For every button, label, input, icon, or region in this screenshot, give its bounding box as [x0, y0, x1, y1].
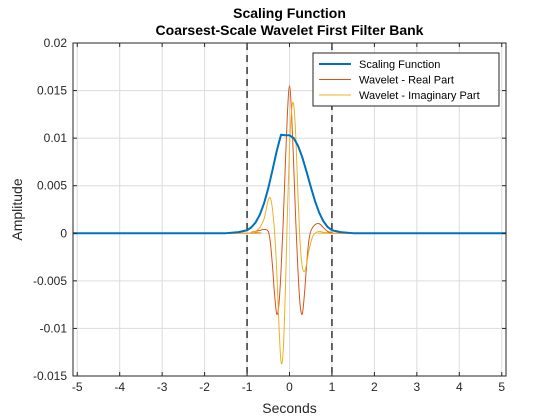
series-lines [72, 85, 507, 365]
series-line-scaling-function [72, 133, 507, 235]
y-tick-label: 0.015 [37, 84, 67, 98]
y-tick-label: -0.01 [40, 321, 68, 335]
y-tick-label: -0.005 [33, 274, 67, 288]
x-tick-label: 3 [414, 380, 421, 394]
y-tick-label: 0 [60, 226, 67, 240]
x-tick-label: -1 [242, 380, 253, 394]
series-line-wavelet-imaginary-part [72, 101, 507, 365]
legend-label-wavelet-imaginary-part: Wavelet - Imaginary Part [359, 90, 480, 102]
vertical-reference-lines [246, 43, 333, 376]
x-tick-label: -2 [199, 380, 210, 394]
chart-title: Scaling Function [233, 5, 346, 21]
x-tick-label: 0 [286, 380, 293, 394]
chart-subtitle: Coarsest-Scale Wavelet First Filter Bank [156, 22, 424, 38]
legend-label-scaling-function: Scaling Function [359, 59, 440, 71]
y-tick-label: 0.005 [37, 179, 67, 193]
x-tick-label: -5 [72, 380, 83, 394]
y-tick-label: 0.01 [44, 131, 68, 145]
series-line-wavelet-real-part [72, 85, 507, 315]
y-tick-label: 0.02 [44, 36, 68, 50]
x-tick-label: 4 [456, 380, 463, 394]
x-tick-label: 5 [498, 380, 505, 394]
x-tick-label: 1 [329, 380, 336, 394]
x-axis-label: Seconds [262, 400, 316, 416]
legend: Scaling Function Wavelet - Real Part Wavel… [312, 52, 500, 107]
x-tick-label: 2 [371, 380, 378, 394]
y-axis-label: Amplitude [9, 178, 25, 240]
x-tick-label: -3 [157, 380, 168, 394]
legend-label-wavelet-real-part: Wavelet - Real Part [359, 75, 454, 87]
x-tick-label: -4 [114, 380, 125, 394]
y-tick-label: -0.015 [33, 369, 67, 383]
axis-ticks: -5 -4 -3 -2 -1 0 1 2 3 4 5 -0.015 -0.01 -0.005 0 0.005 0… [33, 36, 506, 394]
